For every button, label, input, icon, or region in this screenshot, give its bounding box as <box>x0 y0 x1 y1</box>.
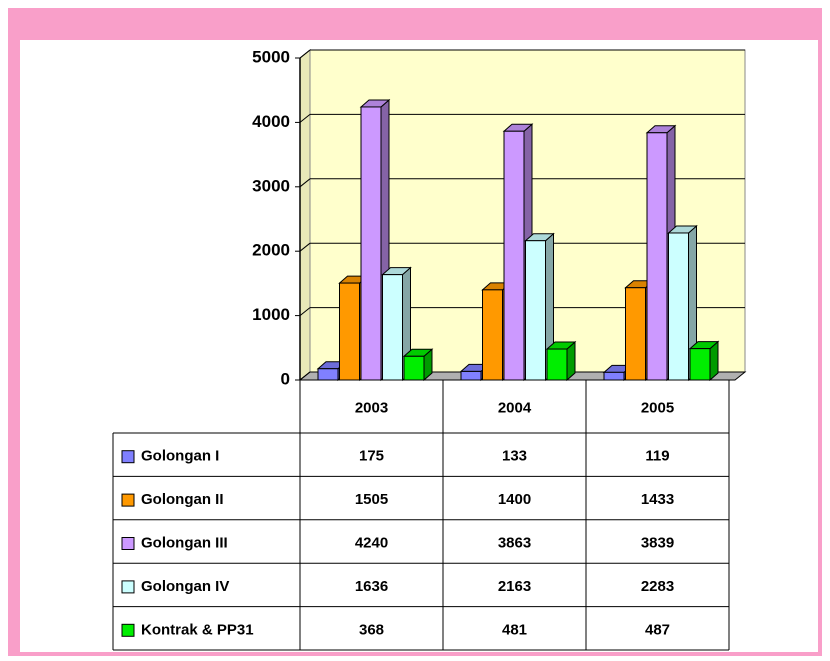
bar <box>525 240 546 381</box>
table-value: 2283 <box>641 578 674 595</box>
legend-swatch <box>121 537 135 550</box>
bar-side-shade <box>545 233 554 380</box>
y-tick-label: 5000 <box>252 47 290 66</box>
x-tick-label: 2003 <box>355 399 388 416</box>
bar <box>625 287 646 381</box>
table-value: 3839 <box>641 534 674 551</box>
bar <box>339 282 360 381</box>
bar-top-shade <box>504 124 532 132</box>
bar <box>603 371 625 381</box>
legend-swatch <box>121 623 135 637</box>
grid-line <box>299 178 311 188</box>
table-value: 175 <box>359 448 384 465</box>
grid-line <box>299 49 311 59</box>
legend-label: Golongan I <box>141 448 219 465</box>
bar <box>689 348 711 381</box>
bar <box>317 368 339 381</box>
bar <box>503 130 525 381</box>
bar <box>360 106 382 381</box>
bar <box>646 132 668 381</box>
legend-label: Kontrak & PP31 <box>141 621 254 638</box>
table-value: 368 <box>359 621 384 638</box>
y-tick-label: 3000 <box>252 176 290 195</box>
bar <box>482 289 503 381</box>
bar-top-shade <box>525 233 554 241</box>
bar-side-shade <box>710 341 718 380</box>
table-value: 119 <box>645 448 669 465</box>
y-tick-label: 4000 <box>252 112 290 131</box>
y-tick-label: 2000 <box>252 241 290 260</box>
legend-swatch <box>121 580 135 594</box>
bar-side-shade <box>567 342 575 380</box>
table-value: 1636 <box>355 578 388 595</box>
legend-swatch <box>121 450 135 464</box>
table-value: 133 <box>502 448 527 465</box>
bar-top-shade <box>547 342 575 350</box>
grid-line <box>299 371 311 381</box>
legend-swatch <box>121 493 135 507</box>
side-wall <box>299 48 311 382</box>
bar-top-shade <box>690 341 718 349</box>
table-value: 2163 <box>498 578 531 595</box>
bar-side-shade <box>424 349 432 380</box>
table-value: 4240 <box>355 534 388 551</box>
x-tick-label: 2005 <box>641 399 674 416</box>
bar-top-shade <box>361 99 389 107</box>
table-value: 1400 <box>498 491 531 508</box>
grid-line <box>299 114 311 123</box>
bar <box>668 232 689 381</box>
bar-top-shade <box>404 349 432 357</box>
grid-line <box>299 242 311 252</box>
table-value: 1433 <box>641 491 674 508</box>
y-tick-label: 1000 <box>252 305 290 324</box>
bar-side-shade <box>688 225 697 380</box>
x-tick-label: 2004 <box>498 399 532 416</box>
table-value: 481 <box>502 621 527 638</box>
bar-top-shade <box>668 225 697 233</box>
bar-top-shade <box>382 267 411 275</box>
table-value: 3863 <box>498 534 531 551</box>
grid-line <box>299 307 311 316</box>
legend-label: Golongan III <box>141 534 228 551</box>
legend-label: Golongan IV <box>141 578 229 595</box>
bar <box>460 370 482 381</box>
table-value: 487 <box>645 621 670 638</box>
bar <box>546 348 568 381</box>
bar-top-shade <box>647 125 675 133</box>
bar <box>403 355 425 381</box>
y-tick-label: 0 <box>281 369 290 388</box>
table-value: 1505 <box>355 491 388 508</box>
legend-label: Golongan II <box>141 491 224 508</box>
bar <box>382 274 403 381</box>
